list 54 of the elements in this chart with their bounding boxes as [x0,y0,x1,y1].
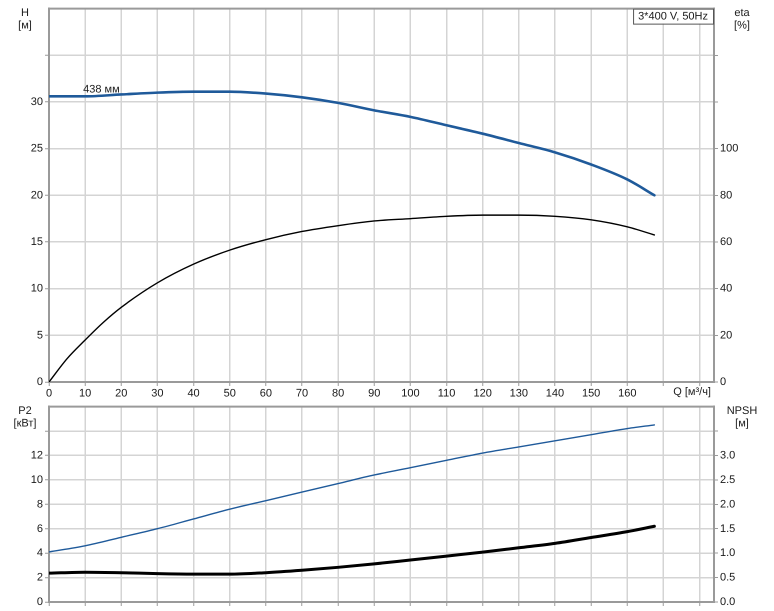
y-tick-label: 10 [30,282,43,295]
x-axis-title: Q [м³/ч] [673,386,711,398]
y2-tick-label: 1.0 [720,547,736,560]
y2-tick-label: 40 [720,282,732,295]
x-tick-label: 110 [438,388,456,400]
y2-tick-label: 0 [720,376,726,388]
line-series [49,424,656,553]
annotation: 438 мм [83,83,120,96]
x-tick-label: 90 [368,388,380,400]
line-series [49,524,656,576]
x-tick-label: 60 [260,388,272,400]
x-tick-label: 20 [115,388,128,400]
y-axis-title: H [м] [18,7,32,32]
x-tick-label: 100 [401,388,420,400]
y2-tick-label: 2.5 [720,474,736,486]
y-tick-label: 0 [36,596,43,608]
y-axis-title: P2 [кВт] [14,405,36,430]
y-tick-label: 5 [36,329,43,342]
y-tick-label: 8 [36,498,43,510]
y-tick-label: 10 [30,474,43,486]
y2-tick-label: 80 [720,189,732,202]
y2-tick-label: 2.0 [720,498,736,510]
x-tick-label: 10 [79,388,92,400]
y-tick-label: 20 [30,189,43,202]
line-series [49,214,656,382]
x-tick-label: 30 [151,388,164,400]
y2-tick-label: 0.0 [720,596,736,608]
y2-tick-label: 0.5 [720,572,736,584]
y-tick-label: 2 [36,572,43,584]
y-tick-label: 4 [36,547,43,560]
y-tick-label: 0 [36,376,43,388]
y-tick-label: 12 [30,449,43,462]
x-tick-label: 150 [582,388,600,400]
y2-axis-title: eta [%] [734,7,751,32]
y2-tick-label: 3.0 [720,449,736,462]
y-tick-label: 30 [30,96,43,108]
x-tick-label: 80 [332,388,344,400]
y-tick-label: 25 [30,142,43,155]
x-tick-label: 160 [618,388,636,400]
y2-tick-label: 60 [720,236,732,248]
y2-tick-label: 1.5 [720,522,736,535]
x-tick-label: 70 [296,388,308,400]
x-tick-label: 40 [187,388,200,400]
x-tick-label: 140 [546,388,564,400]
y-tick-label: 15 [30,236,43,248]
chart-title: 3*400 V, 50Hz [638,10,708,23]
x-tick-label: 130 [510,388,528,400]
x-tick-label: 50 [224,388,236,400]
y-tick-label: 6 [36,522,43,535]
y2-tick-label: 100 [720,142,738,155]
x-tick-label: 120 [474,388,492,400]
y2-tick-label: 20 [720,329,732,342]
y2-axis-title: NPSH [м] [726,405,758,430]
x-tick-label: 0 [46,388,52,400]
